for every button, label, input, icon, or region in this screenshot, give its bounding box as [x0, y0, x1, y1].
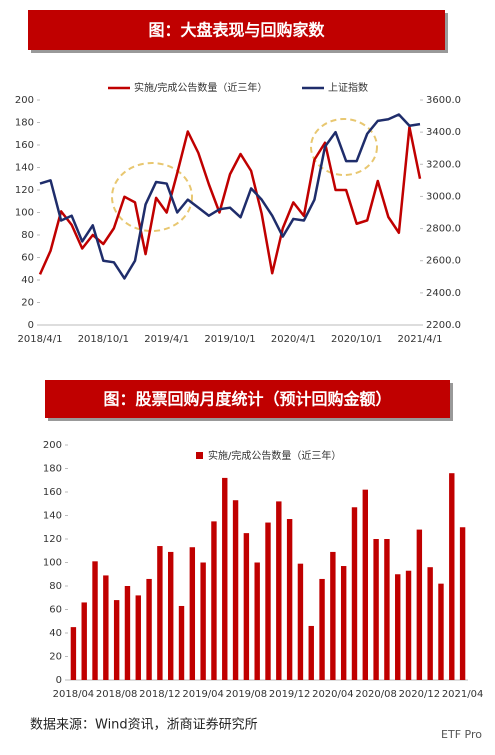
bar — [438, 583, 444, 680]
y-tick-label: 180 — [43, 464, 62, 475]
bar — [92, 561, 98, 680]
bar — [189, 547, 196, 680]
y-tick-label: 60 — [49, 605, 62, 616]
x-tick-label: 2019/08 — [226, 689, 268, 700]
legend-label: 实施/完成公告数量（近三年） — [134, 81, 267, 94]
y-tick-label: 160 — [15, 140, 34, 151]
bar — [405, 570, 412, 680]
x-tick-label: 2018/08 — [96, 689, 138, 700]
legend-label: 实施/完成公告数量（近三年） — [208, 449, 341, 462]
bar — [113, 600, 120, 680]
bar — [168, 551, 174, 680]
bar — [265, 522, 271, 680]
highlight-circle — [310, 118, 378, 176]
bar — [232, 500, 239, 680]
bar — [146, 578, 152, 680]
y-tick-label: 200 — [15, 95, 34, 106]
bar — [459, 527, 466, 680]
bar — [276, 501, 282, 680]
x-tick-label: 2021/4/1 — [398, 334, 443, 345]
title-banner — [45, 380, 450, 418]
x-tick-label: 2020/4/1 — [271, 334, 316, 345]
y-tick-label: 100 — [43, 558, 62, 569]
y-tick-label: 80 — [21, 230, 34, 241]
x-tick-label: 2018/4/1 — [18, 334, 63, 345]
bar — [103, 575, 109, 680]
y-tick-label: 40 — [21, 275, 34, 286]
bar — [81, 602, 87, 680]
y-tick-label: 80 — [49, 581, 62, 592]
y-tick-label: 140 — [43, 511, 62, 522]
bar — [384, 539, 390, 680]
chart-title: 图：大盘表现与回购家数 — [148, 21, 325, 40]
bar — [330, 551, 336, 680]
bar — [395, 574, 401, 680]
y-tick-label: 120 — [43, 534, 62, 545]
highlight-circle — [111, 162, 193, 232]
title-banner — [28, 10, 445, 50]
bar — [308, 625, 314, 680]
y-tick-label: 20 — [49, 652, 62, 663]
y-tick-label: 180 — [15, 118, 34, 129]
bar — [297, 563, 304, 680]
y-tick-label: 200 — [43, 440, 62, 451]
x-tick-label: 2021/04 — [442, 689, 484, 700]
bar — [319, 578, 325, 680]
y-tick-label: 60 — [21, 253, 34, 264]
source-note: 数据来源：Wind资讯，浙商证券研究所 — [30, 717, 258, 733]
x-tick-label: 2018/12 — [139, 689, 181, 700]
bar — [222, 477, 228, 680]
legend-label: 上证指数 — [328, 81, 368, 94]
chart-title: 图：股票回购月度统计（预计回购金额） — [103, 390, 391, 409]
y-tick-label: 0 — [28, 320, 34, 331]
y2-tick-label: 3000.0 — [426, 191, 461, 202]
x-tick-label: 2018/10/1 — [78, 334, 129, 345]
bar — [373, 539, 379, 680]
watermark: ETF Pro — [441, 728, 482, 741]
bar — [286, 519, 293, 680]
x-tick-label: 2020/12 — [399, 689, 441, 700]
data-line — [38, 125, 422, 275]
x-tick-label: 2019/10/1 — [204, 334, 255, 345]
data-line — [39, 113, 421, 280]
y-tick-label: 20 — [21, 298, 34, 309]
bar — [416, 529, 423, 680]
y2-tick-label: 2200.0 — [426, 320, 461, 331]
bar — [254, 562, 260, 680]
bar — [135, 595, 141, 680]
bar — [200, 562, 206, 680]
x-tick-label: 2019/12 — [269, 689, 311, 700]
y2-tick-label: 2800.0 — [426, 224, 461, 235]
y-tick-label: 160 — [43, 487, 62, 498]
bar — [70, 627, 77, 680]
bar — [178, 605, 185, 680]
x-tick-label: 2019/4/1 — [144, 334, 189, 345]
bar — [362, 489, 368, 680]
x-tick-label: 2020/08 — [355, 689, 397, 700]
y2-tick-label: 3600.0 — [426, 95, 461, 106]
bar — [243, 533, 250, 680]
y-tick-label: 0 — [56, 675, 62, 686]
bar — [427, 567, 433, 680]
y2-tick-label: 3200.0 — [426, 159, 461, 170]
x-tick-label: 2020/10/1 — [331, 334, 382, 345]
x-tick-label: 2020/04 — [312, 689, 354, 700]
y2-tick-label: 2400.0 — [426, 288, 461, 299]
bar — [449, 473, 455, 680]
bar — [157, 546, 163, 680]
bar — [211, 521, 217, 680]
x-tick-label: 2019/04 — [182, 689, 224, 700]
y-tick-label: 100 — [15, 208, 34, 219]
bar — [340, 566, 347, 680]
x-tick-label: 2018/04 — [53, 689, 95, 700]
bar — [351, 507, 358, 680]
y-tick-label: 40 — [49, 628, 62, 639]
y-tick-label: 120 — [15, 185, 34, 196]
bar — [124, 586, 131, 680]
y2-tick-label: 2600.0 — [426, 256, 461, 267]
legend-swatch — [196, 452, 203, 459]
y-tick-label: 140 — [15, 163, 34, 174]
y2-tick-label: 3400.0 — [426, 127, 461, 138]
